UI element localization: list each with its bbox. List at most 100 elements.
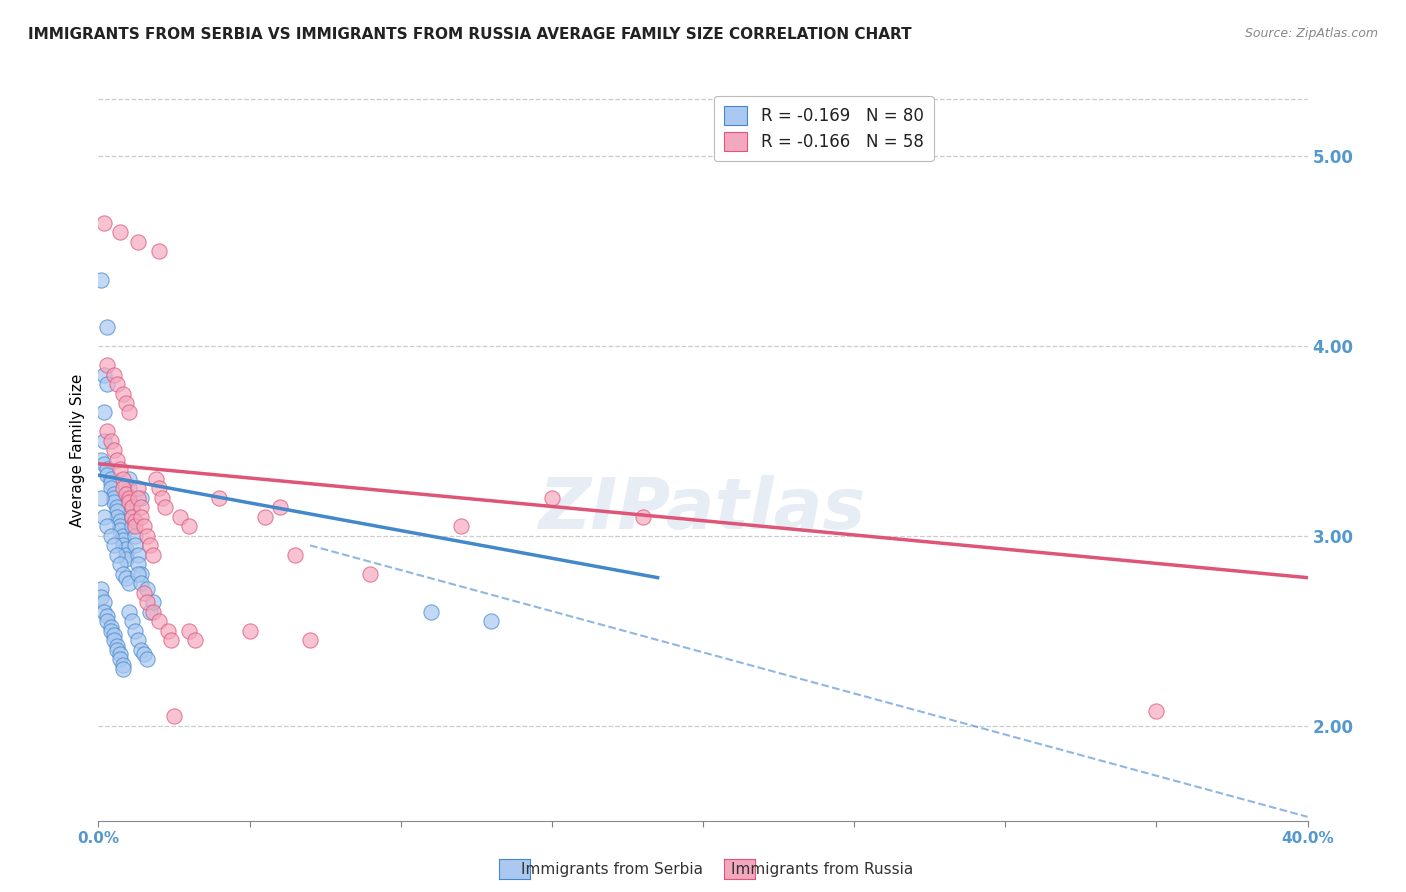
Point (1144, 704, 1167, 718)
Point (420, 605, 443, 619)
Point (93, 457, 115, 471)
Text: IMMIGRANTS FROM SERBIA VS IMMIGRANTS FROM RUSSIA AVERAGE FAMILY SIZE CORRELATION: IMMIGRANTS FROM SERBIA VS IMMIGRANTS FRO… (28, 27, 911, 42)
Point (114, 548, 136, 562)
Point (129, 509, 152, 524)
Point (124, 538, 146, 552)
Point (108, 652, 131, 666)
Point (111, 533, 134, 547)
Point (105, 509, 128, 524)
Point (93, 605, 115, 619)
Point (114, 396, 136, 410)
Text: Immigrants from Serbia: Immigrants from Serbia (522, 863, 703, 877)
Point (127, 558, 149, 572)
Point (129, 642, 152, 657)
Point (111, 529, 134, 543)
Point (93, 434, 115, 448)
Point (132, 586, 155, 600)
Point (100, 472, 122, 486)
Point (111, 538, 134, 552)
Point (111, 657, 134, 672)
Point (160, 633, 183, 648)
Point (103, 633, 125, 648)
Point (153, 500, 176, 515)
Point (103, 491, 125, 505)
Point (132, 647, 155, 661)
Point (184, 633, 207, 648)
Point (540, 491, 562, 505)
Point (105, 642, 128, 657)
Point (103, 443, 125, 458)
Point (96, 519, 118, 533)
Point (127, 566, 149, 581)
Point (284, 548, 307, 562)
Point (135, 529, 157, 543)
Point (450, 519, 472, 533)
Point (208, 491, 231, 505)
Point (135, 595, 157, 609)
Point (103, 627, 125, 641)
Point (239, 624, 262, 638)
Point (90, 491, 112, 505)
Point (100, 529, 122, 543)
Point (108, 523, 131, 537)
Point (121, 509, 143, 524)
Point (148, 482, 170, 496)
Point (105, 548, 128, 562)
Point (139, 605, 162, 619)
Point (96, 425, 118, 439)
Point (90, 453, 112, 467)
Point (118, 491, 141, 505)
Point (108, 225, 131, 239)
Legend: R = -0.169   N = 80, R = -0.166   N = 58: R = -0.169 N = 80, R = -0.166 N = 58 (714, 96, 934, 161)
Point (253, 509, 276, 524)
Point (121, 615, 143, 629)
Point (139, 538, 162, 552)
Point (103, 538, 125, 552)
Point (360, 566, 382, 581)
Point (135, 652, 157, 666)
Point (142, 605, 165, 619)
Point (108, 647, 131, 661)
Point (105, 504, 128, 518)
Point (90, 582, 112, 596)
Point (129, 500, 152, 515)
Point (121, 500, 143, 515)
Point (114, 571, 136, 585)
Point (100, 620, 122, 634)
Point (96, 615, 118, 629)
Point (111, 482, 134, 496)
Point (96, 462, 118, 476)
Point (179, 624, 201, 638)
Point (103, 494, 125, 508)
Point (121, 500, 143, 515)
Point (269, 500, 291, 515)
Point (145, 472, 167, 486)
Point (93, 405, 115, 419)
Point (114, 487, 136, 501)
Point (118, 405, 141, 419)
Point (96, 358, 118, 372)
Point (118, 482, 141, 496)
Point (105, 639, 128, 653)
Point (93, 509, 115, 524)
Point (299, 633, 322, 648)
Point (124, 529, 146, 543)
Point (129, 491, 152, 505)
Point (93, 368, 115, 382)
Point (127, 633, 149, 648)
Point (100, 482, 122, 496)
Point (111, 662, 134, 676)
Point (111, 472, 134, 486)
Point (103, 368, 125, 382)
Point (135, 582, 157, 596)
Point (124, 514, 146, 528)
Point (100, 434, 122, 448)
Point (163, 709, 186, 723)
Point (108, 558, 131, 572)
Point (118, 494, 141, 508)
Point (111, 566, 134, 581)
Point (90, 272, 112, 286)
Point (142, 548, 165, 562)
Point (90, 590, 112, 604)
Point (148, 615, 170, 629)
